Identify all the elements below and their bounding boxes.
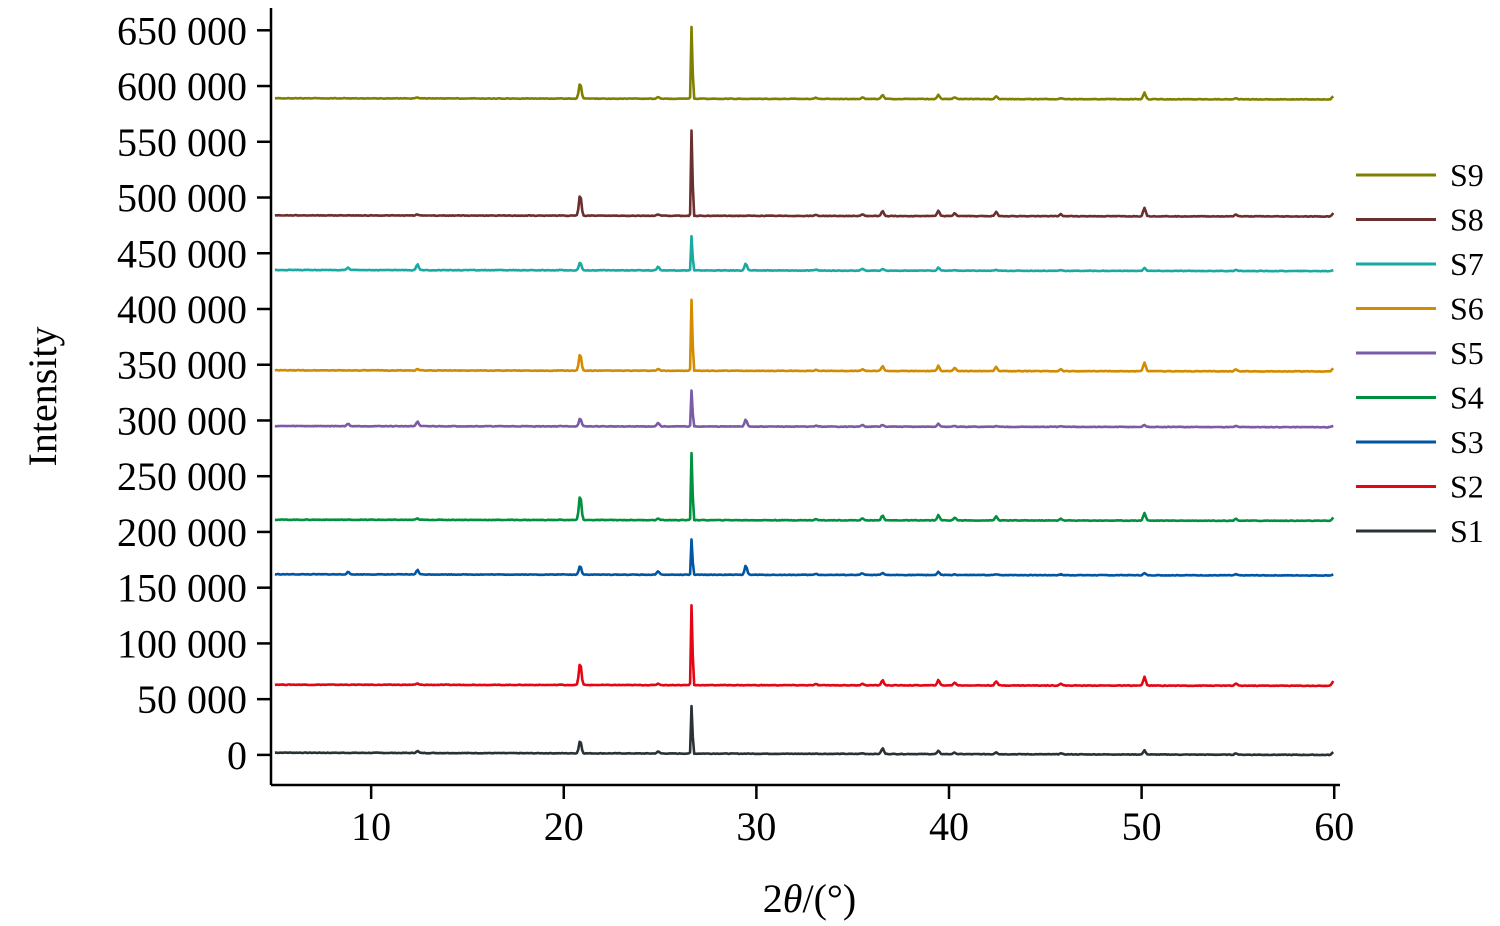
series-line-s8 — [274, 129, 1335, 218]
series-line-s7 — [274, 234, 1334, 273]
series-line-s4 — [274, 451, 1335, 523]
y-tick-label: 600 000 — [117, 64, 247, 109]
series-layer — [274, 25, 1335, 757]
y-tick-label: 250 000 — [117, 454, 247, 499]
y-axis-label: Intensity — [20, 327, 65, 467]
x-tick-label: 40 — [929, 804, 969, 849]
series-line-s5 — [274, 389, 1334, 429]
y-tick-label: 0 — [227, 733, 247, 778]
legend: S9 S8 S7 S6 S5 S4 S3 S2 S1 — [1356, 157, 1484, 549]
y-tick-label: 100 000 — [117, 621, 247, 666]
y-tick-label: 300 000 — [117, 398, 247, 443]
y-tick-label: 650 000 — [117, 8, 247, 53]
x-tick-label: 10 — [351, 804, 391, 849]
y-tick-label: 500 000 — [117, 176, 247, 221]
legend-label-s1: S1 — [1450, 513, 1484, 549]
x-tick-label: 60 — [1314, 804, 1354, 849]
x-axis-label-symbol: θ — [783, 876, 803, 921]
series-line-s6 — [274, 298, 1335, 374]
x-axis-label-prefix: 2 — [763, 876, 783, 921]
legend-label-s5: S5 — [1450, 335, 1484, 371]
y-tick-label: 450 000 — [117, 231, 247, 276]
legend-label-s9: S9 — [1450, 157, 1484, 193]
series-line-s9 — [274, 25, 1335, 101]
y-tick-label: 550 000 — [117, 120, 247, 165]
y-tick-label: 350 000 — [117, 343, 247, 388]
x-tick-label: 30 — [736, 804, 776, 849]
series-line-s1 — [274, 704, 1335, 757]
legend-label-s4: S4 — [1450, 380, 1484, 416]
legend-label-s7: S7 — [1450, 246, 1484, 282]
y-tick-label: 50 000 — [137, 677, 247, 722]
legend-label-s8: S8 — [1450, 202, 1484, 238]
y-tick-label: 200 000 — [117, 510, 247, 555]
x-tick-label: 20 — [544, 804, 584, 849]
legend-label-s2: S2 — [1450, 469, 1484, 505]
y-tick-label: 150 000 — [117, 566, 247, 611]
legend-label-s3: S3 — [1450, 424, 1484, 460]
x-axis-label: 2θ/(°) — [763, 876, 856, 921]
series-line-s3 — [274, 538, 1334, 578]
x-axis-label-suffix: /(°) — [802, 876, 856, 921]
legend-label-s6: S6 — [1450, 291, 1484, 327]
x-tick-label: 50 — [1122, 804, 1162, 849]
series-line-s2 — [274, 603, 1335, 688]
y-tick-label: 400 000 — [117, 287, 247, 332]
axes — [269, 8, 1340, 787]
tick-layer: 0 50 000 100 000 150 000 200 000 250 000 300 0… — [117, 8, 1354, 849]
